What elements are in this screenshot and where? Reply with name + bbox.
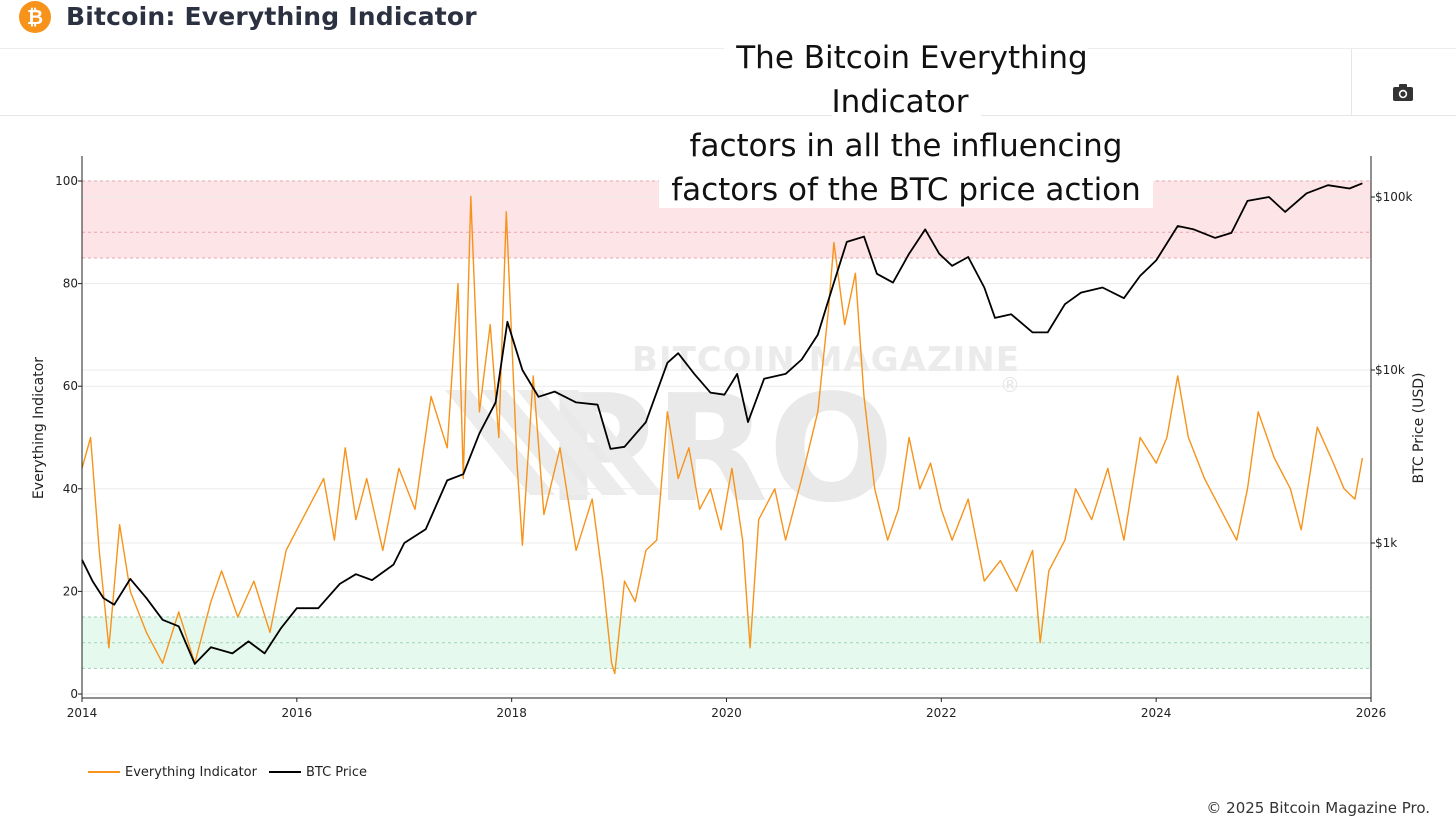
watermark-stripe-2 [517,390,627,495]
caption-line-3: factors of the BTC price action [659,172,1153,208]
legend-swatch-indicator [88,771,120,773]
y-tick-label-3: 60 [63,379,78,393]
price-tick-label-1: $10k [1375,363,1405,377]
legend-swatch-price [268,771,301,773]
y-tick-label-2: 40 [63,482,78,496]
toolbar-divider [1351,49,1352,115]
series-btc-price [81,182,1363,665]
watermark-mark: ® [1000,373,1020,397]
caption-line-1: The Bitcoin Everything Indicator [724,40,1088,120]
copyright-notice: © 2025 Bitcoin Magazine Pro. [1206,799,1430,817]
y-axis-title: Everything Indicator [31,357,47,499]
x-tick-label-1: 2016 [282,706,313,720]
chart-legend: Everything Indicator BTC Price [88,762,379,782]
legend-item-everything-indicator[interactable]: Everything Indicator [88,765,257,780]
legend-item-btc-price[interactable]: BTC Price [268,764,367,780]
y-tick-label-4: 80 [63,277,78,291]
y-tick-label-5: 100 [55,174,78,188]
x-tick-label-0: 2014 [67,706,98,720]
price-tick-label-0: $1k [1375,536,1397,550]
price-tick-label-2: $100k [1375,190,1413,204]
y-tick-label-0: 0 [70,687,78,701]
camera-icon[interactable] [1390,79,1416,105]
watermark-top: BITCOIN MAGAZINE [632,340,1020,380]
page-title: Bitcoin: Everything Indicator [66,2,477,31]
caption-line-2: factors in all the influencing [677,128,1135,164]
y-tick-label-1: 20 [63,584,78,598]
watermark-main: PRO [546,363,894,535]
x-tick-label-5: 2024 [1141,706,1172,720]
price-axis-title: BTC Price (USD) [1411,372,1427,483]
x-tick-label-3: 2020 [711,706,742,720]
legend-label-price: BTC Price [305,764,367,780]
x-tick-label-6: 2026 [1356,706,1387,720]
legend-label-indicator: Everything Indicator [125,764,257,780]
chart-caption: The Bitcoin Everything Indicator factors… [652,36,1160,212]
series-everything-indicator [81,195,1364,675]
x-tick-label-2: 2018 [496,706,527,720]
x-tick-label-4: 2022 [926,706,957,720]
bitcoin-logo-icon: ₿ [19,1,51,33]
